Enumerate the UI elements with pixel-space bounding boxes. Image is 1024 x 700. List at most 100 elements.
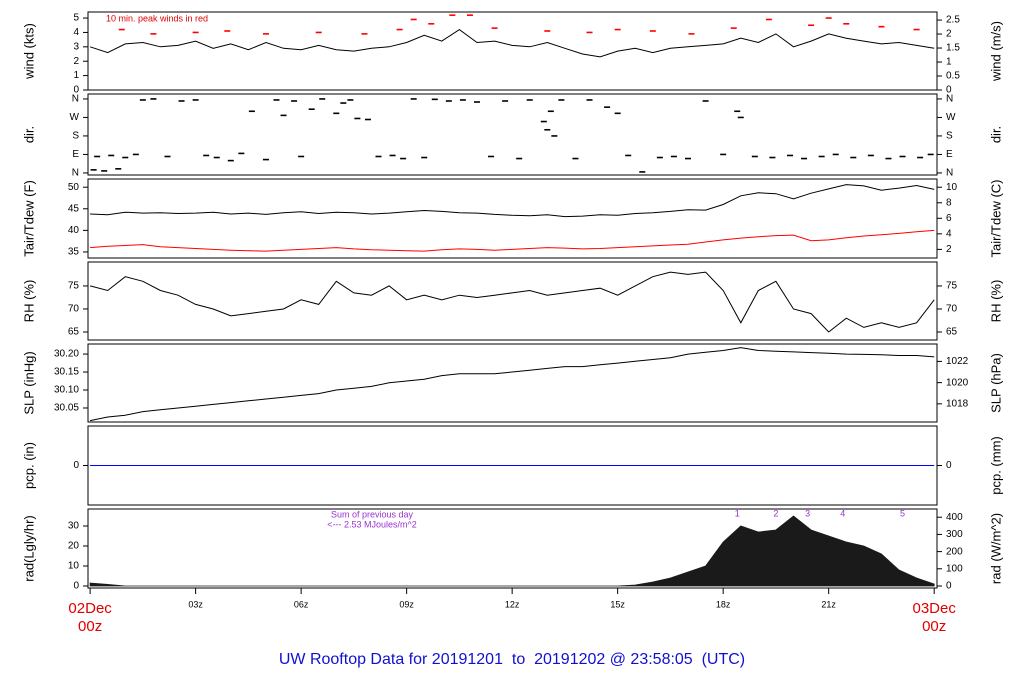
annotation: 10 min. peak winds in red [106, 13, 208, 23]
y2-tick-label: 4 [946, 228, 952, 239]
y-tick-label: N [72, 168, 79, 179]
series-line [89, 347, 935, 422]
x-tick-label: 00z [922, 618, 946, 635]
y-tick-label: 30.15 [54, 367, 79, 378]
y-tick-label: 65 [68, 327, 80, 338]
y2-tick-label: 1020 [946, 377, 969, 388]
y2-tick-label: 6 [946, 213, 952, 224]
marker-label: 4 [840, 508, 845, 518]
y-tick-label: 0 [73, 581, 79, 592]
y2-tick-label: 1018 [946, 398, 969, 409]
y-axis-title: SLP (inHg) [21, 351, 36, 414]
y2-axis-title: Tair/Tdew (C) [988, 179, 1003, 257]
y2-tick-label: 100 [946, 563, 963, 574]
series-line [89, 271, 935, 333]
y2-axis-title: pcp. (mm) [988, 436, 1003, 495]
y2-tick-label: 0 [946, 460, 952, 471]
panel-frame [87, 93, 938, 176]
y-tick-label: 0 [73, 460, 79, 471]
radiation-area [89, 515, 935, 587]
marker-label: 5 [900, 508, 905, 518]
y-axis-title: RH (%) [21, 280, 36, 323]
y2-tick-label: 300 [946, 529, 963, 540]
panel-frame [87, 11, 938, 91]
y2-tick-label: 200 [946, 546, 963, 557]
y-tick-label: E [72, 149, 79, 160]
x-tick-date: 03Dec [913, 600, 957, 617]
y-tick-label: 30 [68, 521, 80, 532]
y2-tick-label: 75 [946, 281, 958, 292]
y2-tick-label: 0 [946, 581, 952, 592]
y2-tick-label: E [946, 149, 953, 160]
x-tick-label: 03z [188, 599, 203, 609]
y-tick-label: 40 [68, 225, 80, 236]
page-title: UW Rooftop Data for 20191201 to 20191202… [279, 651, 745, 668]
marker-label: 2 [773, 508, 778, 518]
y-tick-label: 75 [68, 281, 80, 292]
y2-tick-label: 2 [946, 244, 952, 255]
y2-axis-title: SLP (hPa) [988, 353, 1003, 413]
y-tick-label: 4 [73, 27, 79, 38]
y-axis-title: rad(Lgly/hr) [21, 515, 36, 581]
y-tick-label: 45 [68, 203, 80, 214]
y-tick-label: W [70, 112, 80, 123]
y-tick-label: N [72, 94, 79, 105]
x-tick-label: 12z [505, 599, 520, 609]
x-tick-label: 06z [294, 599, 309, 609]
y2-tick-label: 2.5 [946, 15, 960, 26]
y2-tick-label: 70 [946, 304, 958, 315]
y2-tick-label: 1022 [946, 356, 969, 367]
y-tick-label: 0 [73, 85, 79, 96]
y2-tick-label: 10 [946, 182, 958, 193]
y2-tick-label: S [946, 131, 953, 142]
y-tick-label: 30.20 [54, 349, 79, 360]
x-tick-date: 02Dec [68, 600, 112, 617]
x-tick-label: 00z [78, 618, 102, 635]
y-tick-label: 10 [68, 561, 80, 572]
y-tick-label: 3 [73, 41, 79, 52]
y-axis-title: dir. [21, 126, 36, 143]
y-tick-label: 30.10 [54, 385, 79, 396]
y-tick-label: 1 [73, 70, 79, 81]
series-line [90, 229, 935, 252]
y2-tick-label: N [946, 168, 953, 179]
x-tick-label: 09z [399, 599, 414, 609]
y2-tick-label: 0.5 [946, 71, 960, 82]
y-axis-title: Tair/Tdew (F) [21, 180, 36, 257]
y2-axis-title: dir. [988, 126, 1003, 143]
y2-tick-label: W [946, 112, 956, 123]
y-tick-label: 20 [68, 541, 80, 552]
x-tick-label: 15z [610, 599, 625, 609]
y-tick-label: S [72, 131, 79, 142]
y2-tick-label: 65 [946, 327, 958, 338]
marker-label: 3 [805, 508, 810, 518]
y2-tick-label: 8 [946, 197, 952, 208]
y-tick-label: 30.05 [54, 403, 79, 414]
annotation: <--- 2.53 MJoules/m^2 [327, 519, 417, 529]
y-tick-label: 2 [73, 56, 79, 67]
series-line [90, 184, 935, 218]
y2-tick-label: 1.5 [946, 43, 960, 54]
y2-tick-label: 1 [946, 57, 952, 68]
y2-tick-label: 400 [946, 512, 963, 523]
y-tick-label: 70 [68, 304, 80, 315]
y-axis-title: pcp. (in) [21, 442, 36, 489]
x-tick-label: 18z [716, 599, 731, 609]
series-line [89, 28, 935, 58]
annotation: Sum of previous day [331, 509, 414, 519]
y2-axis-title: RH (%) [988, 280, 1003, 323]
y-axis-title: wind (kts) [21, 23, 36, 80]
y-tick-label: 35 [68, 247, 80, 258]
y2-axis-title: rad (W/m^2) [988, 513, 1003, 584]
y-tick-label: 5 [73, 13, 79, 24]
y2-axis-title: wind (m/s) [988, 21, 1003, 82]
panel-frame [87, 261, 938, 341]
marker-label: 1 [735, 508, 740, 518]
y-tick-label: 50 [68, 182, 80, 193]
y2-tick-label: N [946, 94, 953, 105]
y2-tick-label: 0 [946, 85, 952, 96]
y2-tick-label: 2 [946, 29, 952, 40]
x-tick-label: 21z [821, 599, 836, 609]
